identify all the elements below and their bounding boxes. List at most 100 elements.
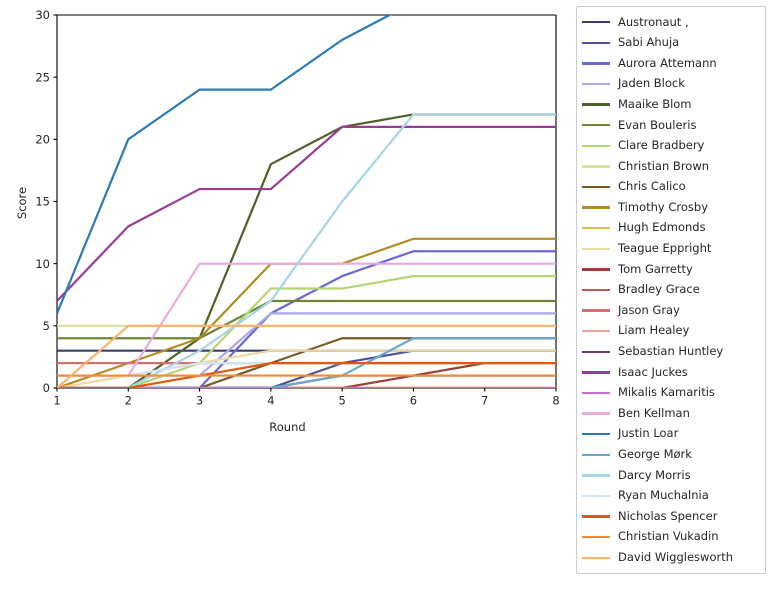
legend-item[interactable]: Ben Kellman: [582, 403, 759, 424]
series-line: [57, 125, 556, 302]
legend-item[interactable]: Ryan Muchalnia: [582, 486, 759, 507]
legend-item[interactable]: Bradley Grace: [582, 280, 759, 301]
line-chart-svg: 0 5 10 15 20 25 30 1 2 3 4 5 6 7 8: [35, 8, 560, 408]
legend-item[interactable]: Mikalis Kamaritis: [582, 383, 759, 404]
x-axis-ticks: 1 2 3 4 5 6 7 8: [53, 388, 560, 408]
legend-color-swatch: [582, 165, 610, 168]
legend-color-swatch: [582, 41, 610, 45]
legend-item[interactable]: David Wigglesworth: [582, 547, 759, 568]
svg-text:30: 30: [35, 8, 50, 22]
svg-text:25: 25: [35, 70, 50, 84]
legend-color-swatch: [582, 227, 610, 230]
legend-item[interactable]: Sabi Ahuja: [582, 33, 759, 54]
legend-item[interactable]: Darcy Morris: [582, 465, 759, 486]
legend-item-label: Bradley Grace: [618, 282, 700, 297]
series-group: [57, 15, 556, 388]
legend-color-swatch: [582, 21, 610, 24]
legend-color-swatch: [582, 350, 610, 353]
legend-color-swatch: [582, 453, 610, 456]
legend-item[interactable]: Tom Garretty: [582, 259, 759, 280]
legend-color-swatch: [582, 432, 610, 436]
series-line: [57, 337, 556, 388]
legend-item[interactable]: Austronaut ,: [582, 12, 759, 33]
legend-item-label: David Wigglesworth: [618, 549, 733, 564]
series-line: [57, 262, 556, 377]
legend-item-label: Evan Bouleris: [618, 117, 697, 132]
legend-item[interactable]: Maaike Blom: [582, 94, 759, 115]
legend-color-swatch: [582, 103, 610, 106]
legend-item-label: Justin Loar: [618, 426, 679, 441]
legend-item-label: Clare Bradbery: [618, 138, 705, 153]
legend-item-label: Jaden Block: [618, 76, 685, 91]
legend-item-label: Ben Kellman: [618, 405, 690, 420]
series-line: [57, 362, 556, 388]
legend-item-label: George Mørk: [618, 447, 692, 462]
legend-color-swatch: [582, 371, 610, 374]
plot-area: 0 5 10 15 20 25 30 1 2 3 4 5 6 7 8 Round Score: [15, 8, 560, 434]
svg-text:5: 5: [338, 394, 345, 408]
legend-item[interactable]: Hugh Edmonds: [582, 218, 759, 239]
chart-legend: Austronaut , Sabi Ahuja Aurora Attemann Jad…: [576, 6, 766, 575]
legend-color-swatch: [582, 474, 610, 477]
legend-item[interactable]: Sebastian Huntley: [582, 342, 759, 363]
legend-item-label: Mikalis Kamaritis: [618, 385, 715, 400]
svg-text:15: 15: [35, 195, 50, 209]
legend-item-label: Isaac Juckes: [618, 364, 688, 379]
legend-color-swatch: [582, 82, 610, 86]
svg-text:3: 3: [196, 394, 203, 408]
series-line: [57, 299, 556, 340]
legend-item[interactable]: Liam Healey: [582, 321, 759, 342]
legend-color-swatch: [582, 144, 610, 148]
legend-item-label: Austronaut ,: [618, 14, 689, 29]
legend-item-label: Christian Brown: [618, 158, 710, 173]
series-line: [57, 362, 556, 388]
legend-item[interactable]: Evan Bouleris: [582, 115, 759, 136]
legend-item[interactable]: Chris Calico: [582, 177, 759, 198]
x-axis-title: Round: [269, 420, 306, 434]
legend-color-swatch: [582, 268, 610, 271]
svg-text:6: 6: [410, 394, 417, 408]
legend-item[interactable]: Christian Vukadin: [582, 527, 759, 548]
series-line: [57, 113, 556, 388]
legend-item[interactable]: Nicholas Spencer: [582, 506, 759, 527]
series-line: [57, 312, 556, 377]
legend-color-swatch: [582, 412, 610, 415]
legend-item-label: Timothy Crosby: [618, 199, 709, 214]
series-line: [57, 15, 393, 314]
legend-item-label: Sabi Ahuja: [618, 35, 680, 50]
legend-item[interactable]: Teague Eppright: [582, 239, 759, 260]
y-axis-ticks: 0 5 10 15 20 25 30: [35, 8, 57, 395]
legend-color-swatch: [582, 515, 610, 518]
legend-item[interactable]: Isaac Juckes: [582, 362, 759, 383]
axis-spines: [56, 14, 557, 389]
svg-text:8: 8: [552, 394, 559, 408]
series-line: [57, 250, 556, 388]
legend-color-swatch: [582, 247, 610, 251]
legend-item-label: Hugh Edmonds: [618, 220, 706, 235]
legend-item[interactable]: Timothy Crosby: [582, 197, 759, 218]
legend-color-swatch: [582, 288, 610, 292]
legend-item-label: Ryan Muchalnia: [618, 488, 709, 503]
legend-item[interactable]: Justin Loar: [582, 424, 759, 445]
legend-item[interactable]: Jason Gray: [582, 300, 759, 321]
legend-item-label: Tom Garretty: [618, 261, 693, 276]
legend-item[interactable]: George Mørk: [582, 444, 759, 465]
legend-item[interactable]: Clare Bradbery: [582, 136, 759, 157]
svg-text:0: 0: [43, 381, 50, 395]
legend-color-swatch: [582, 62, 610, 65]
legend-color-swatch: [582, 535, 610, 539]
legend-color-swatch: [582, 556, 610, 559]
legend-item[interactable]: Aurora Attemann: [582, 53, 759, 74]
legend-item-label: Jason Gray: [618, 302, 680, 317]
legend-color-swatch: [582, 206, 610, 209]
legend-item[interactable]: Christian Brown: [582, 156, 759, 177]
series-line: [57, 324, 556, 388]
legend-item[interactable]: Jaden Block: [582, 74, 759, 95]
legend-item-label: Christian Vukadin: [618, 529, 719, 544]
legend-item-label: Darcy Morris: [618, 467, 691, 482]
series-line: [57, 275, 556, 388]
legend-item-label: Sebastian Huntley: [618, 344, 724, 359]
legend-color-swatch: [582, 494, 610, 498]
svg-text:2: 2: [125, 394, 132, 408]
